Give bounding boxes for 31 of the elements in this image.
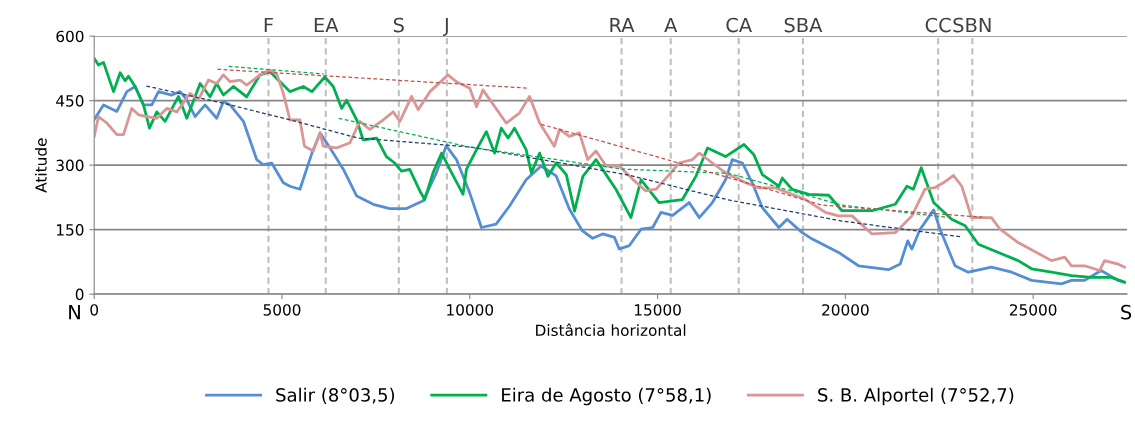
- x-tick-label: 20000: [822, 304, 869, 316]
- y-tick-label: 150: [57, 224, 84, 236]
- ref-line-label: CC: [925, 17, 951, 33]
- line-series: [145, 85, 963, 238]
- x-tick-label: 25000: [1009, 304, 1057, 316]
- y-tick-label: 600: [56, 30, 84, 43]
- x-tick-label: 10000: [447, 304, 494, 316]
- ref-line-label: RA: [610, 17, 635, 33]
- y-tick-label: 450: [56, 95, 84, 107]
- legend-label: Eira de Agosto (7°58,1): [502, 387, 711, 406]
- ref-line-label: SBA: [784, 17, 823, 33]
- x-axis-title: Distância horizontal: [536, 323, 686, 337]
- y-tick-label: 300: [56, 159, 84, 172]
- line-series: [338, 117, 946, 218]
- legend-label: Salir (8°03,5): [276, 387, 395, 404]
- ref-line-label: CA: [726, 17, 752, 33]
- y-axis-title: Atitude: [34, 138, 47, 193]
- x-tick-label: 0: [90, 304, 99, 316]
- ref-line-label: A: [664, 17, 678, 33]
- text: S: [1121, 304, 1132, 320]
- ref-line-label: SBN: [953, 17, 991, 33]
- line-series: [540, 123, 984, 218]
- ref-line-label: F: [264, 17, 273, 33]
- text: N: [69, 305, 80, 320]
- legend-label: S. B. Alportel (7°52,7): [818, 387, 1014, 406]
- ref-line-label: J: [443, 17, 448, 37]
- x-tick-label: 15000: [634, 304, 681, 316]
- ref-line-label: EA: [314, 17, 339, 33]
- x-tick-label: 5000: [263, 304, 301, 316]
- ref-line-label: S: [393, 17, 404, 33]
- y-tick-label: 0: [75, 288, 84, 301]
